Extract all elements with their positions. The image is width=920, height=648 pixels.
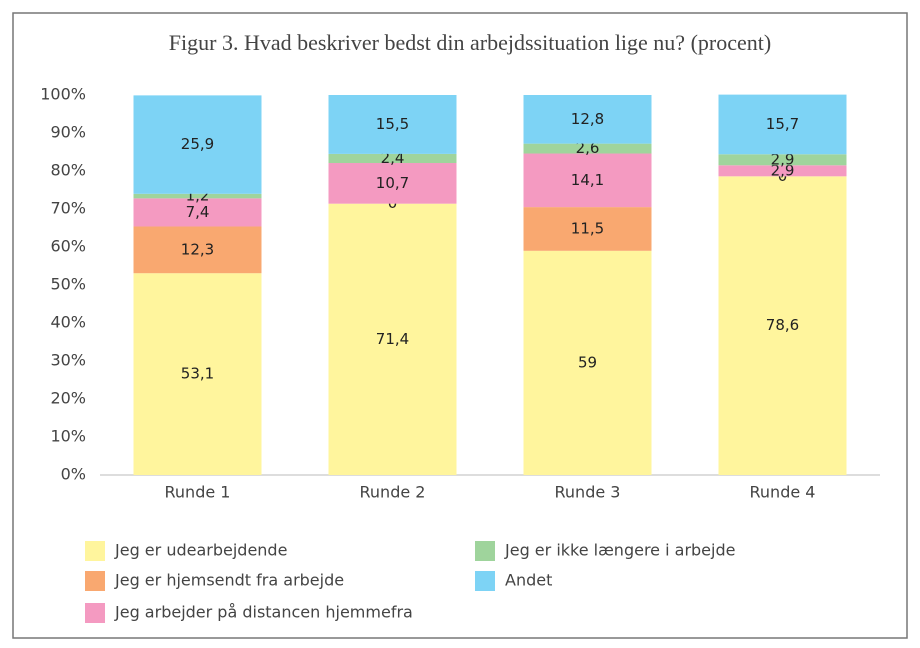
chart-title: Figur 3. Hvad beskriver bedst din arbejd… xyxy=(169,30,771,55)
legend-swatch xyxy=(85,603,105,623)
frame xyxy=(12,12,908,639)
y-tick-label: 50% xyxy=(50,275,86,294)
bar-segment xyxy=(718,165,847,177)
bar-segment xyxy=(328,95,457,154)
y-tick-label: 70% xyxy=(50,199,86,218)
data-label: 11,5 xyxy=(571,219,604,237)
data-label: 2,9 xyxy=(771,161,795,179)
legend-label: Jeg er ikke længere i arbejde xyxy=(504,541,735,560)
bar-segment xyxy=(523,143,652,154)
bar-segment xyxy=(523,95,652,144)
data-label: 15,5 xyxy=(376,115,409,133)
data-label: 12,8 xyxy=(571,110,604,128)
bar-segment xyxy=(523,153,652,208)
bar-segment xyxy=(718,176,847,475)
x-tick-label: Runde 4 xyxy=(750,483,816,502)
y-tick-label: 40% xyxy=(50,313,86,332)
y-tick-label: 60% xyxy=(50,237,86,256)
x-tick-label: Runde 1 xyxy=(165,483,231,502)
data-label: 2,9 xyxy=(771,150,795,168)
data-label: 53,1 xyxy=(181,365,214,383)
bar-segment xyxy=(523,207,652,251)
bar-segment xyxy=(328,163,457,204)
bar-segment xyxy=(328,153,457,164)
y-tick-label: 80% xyxy=(50,161,86,180)
y-tick-label: 30% xyxy=(50,351,86,370)
bar-segment xyxy=(718,154,847,166)
legend-swatch xyxy=(475,571,495,591)
data-label: 15,7 xyxy=(766,115,799,133)
data-label: 12,3 xyxy=(181,240,214,258)
y-tick-label: 10% xyxy=(50,427,86,446)
y-tick-label: 20% xyxy=(50,389,86,408)
data-label: 10,7 xyxy=(376,174,409,192)
y-tick-label: 90% xyxy=(50,123,86,142)
legend-swatch xyxy=(475,541,495,561)
legend-label: Andet xyxy=(505,571,552,590)
data-label: 7,4 xyxy=(186,203,210,221)
legend-label: Jeg er hjemsendt fra arbejde xyxy=(114,571,344,590)
bar-segment xyxy=(133,198,262,227)
data-label: 14,1 xyxy=(571,171,604,189)
bar-segment xyxy=(133,273,262,475)
x-tick-label: Runde 3 xyxy=(555,483,621,502)
bar-segment xyxy=(133,95,262,194)
data-label: 78,6 xyxy=(766,316,799,334)
x-tick-label: Runde 2 xyxy=(360,483,426,502)
bar-segment xyxy=(133,193,262,199)
legend-label: Jeg er udearbejdende xyxy=(114,541,287,560)
legend-swatch xyxy=(85,541,105,561)
bar-segment xyxy=(718,94,847,155)
y-tick-label: 0% xyxy=(61,465,86,484)
legend-swatch xyxy=(85,571,105,591)
data-label: 59 xyxy=(578,353,597,371)
data-label: 71,4 xyxy=(376,330,409,348)
data-label: 25,9 xyxy=(181,135,214,153)
legend-label: Jeg arbejder på distancen hjemmefra xyxy=(114,603,413,622)
bar-segment xyxy=(328,203,457,475)
bar-segment xyxy=(133,226,262,274)
y-tick-label: 100% xyxy=(40,85,86,104)
bar-segment xyxy=(523,250,652,475)
